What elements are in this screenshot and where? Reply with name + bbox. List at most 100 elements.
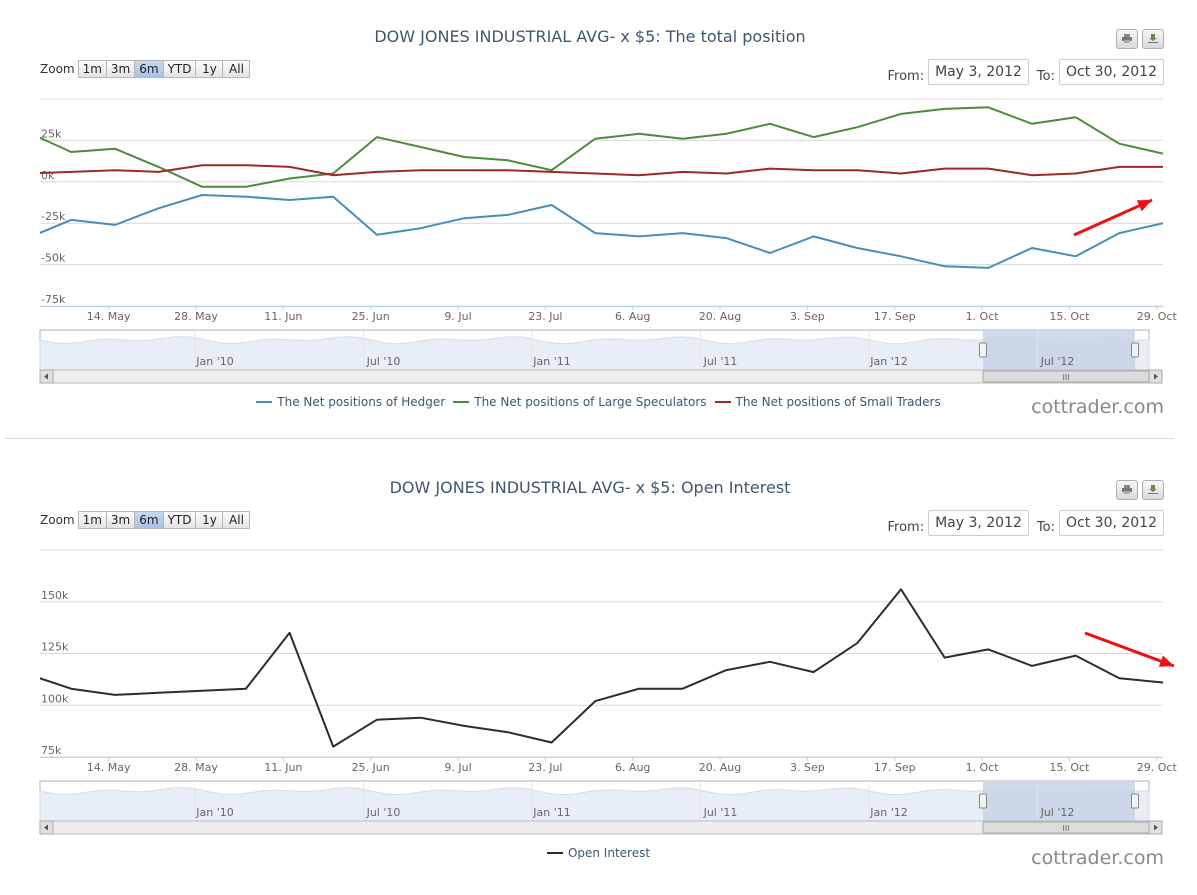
x-tick-label: 9. Jul <box>444 310 471 323</box>
to-date-input[interactable]: Oct 30, 2012 <box>1059 59 1164 85</box>
scrollbar-grip: III <box>1062 824 1069 833</box>
legend-swatch <box>714 401 731 403</box>
legend: The Net positions of Hedger The Net posi… <box>0 395 1197 409</box>
trend-arrow-head <box>1136 200 1152 212</box>
download-icon <box>1148 34 1158 43</box>
navigator-label: Jan '10 <box>195 806 233 819</box>
navigator-label: Jul '11 <box>703 355 738 368</box>
x-tick-label: 17. Sep <box>874 310 916 323</box>
arrow-left-icon <box>44 373 48 380</box>
y-tick-label: -25k <box>41 210 66 223</box>
zoom-button-1y[interactable]: 1y <box>195 60 224 78</box>
watermark: cottrader.com <box>1031 847 1164 869</box>
x-tick-label: 15. Oct <box>1049 310 1090 323</box>
legend-item-open-interest[interactable]: Open Interest <box>546 846 651 860</box>
navigator-label: Jul '12 <box>1040 806 1075 819</box>
zoom-button-6m[interactable]: 6m <box>134 60 164 78</box>
navigator-label: Jan '12 <box>869 806 907 819</box>
zoom-button-3m[interactable]: 3m <box>105 60 136 78</box>
to-date-input[interactable]: Oct 30, 2012 <box>1059 510 1164 536</box>
zoom-button-ytd[interactable]: YTD <box>162 511 197 529</box>
export-buttons <box>1112 29 1164 49</box>
y-tick-label: 25k <box>41 127 62 140</box>
trend-arrow-line <box>1084 631 1175 668</box>
x-tick-label: 28. May <box>174 310 218 323</box>
zoom-button-all[interactable]: All <box>222 511 251 529</box>
y-tick-label: 75k <box>41 744 62 757</box>
x-tick-label: 11. Jun <box>264 310 302 323</box>
navigator-selection <box>983 330 1135 370</box>
x-tick-label: 6. Aug <box>615 310 650 323</box>
zoom-button-1y[interactable]: 1y <box>195 511 224 529</box>
zoom-selector: Zoom 1m 3m 6m YTD 1y All <box>40 510 251 530</box>
arrow-right-icon <box>1154 824 1158 831</box>
x-tick-label: 3. Sep <box>790 310 825 323</box>
legend-item-small-traders[interactable]: The Net positions of Small Traders <box>714 395 941 409</box>
x-tick-label: 1. Oct <box>966 310 1000 323</box>
navigator-label: Jul '10 <box>366 806 401 819</box>
navigator-label: Jul '11 <box>703 806 738 819</box>
legend: Open Interest <box>0 846 1197 860</box>
zoom-button-ytd[interactable]: YTD <box>162 60 197 78</box>
legend-item-large-speculators[interactable]: The Net positions of Large Speculators <box>453 395 707 409</box>
legend-swatch <box>546 852 563 854</box>
date-range: From: May 3, 2012 To: Oct 30, 2012 <box>879 510 1164 536</box>
to-label: To: <box>1036 519 1055 535</box>
panel-divider <box>4 438 1174 439</box>
zoom-label: Zoom <box>40 513 75 527</box>
x-tick-label: 6. Aug <box>615 761 650 774</box>
x-tick-label: 29. Oct <box>1137 761 1178 774</box>
x-tick-label: 15. Oct <box>1049 761 1090 774</box>
to-label: To: <box>1036 68 1055 84</box>
chart-title: DOW JONES INDUSTRIAL AVG- x $5: Open Int… <box>389 478 791 497</box>
download-button[interactable] <box>1142 480 1164 500</box>
printer-icon <box>1122 485 1132 494</box>
series-line <box>40 194 1163 269</box>
arrow-right-icon <box>1154 373 1158 380</box>
legend-swatch <box>256 401 273 403</box>
scrollbar-grip: III <box>1062 373 1069 382</box>
legend-item-hedger[interactable]: The Net positions of Hedger <box>256 395 445 409</box>
zoom-button-1m[interactable]: 1m <box>77 60 107 78</box>
x-tick-label: 25. Jun <box>352 761 390 774</box>
x-tick-label: 1. Oct <box>966 761 1000 774</box>
print-button[interactable] <box>1116 480 1138 500</box>
legend-label: Open Interest <box>567 846 651 860</box>
navigator-selection <box>983 781 1135 821</box>
from-date-input[interactable]: May 3, 2012 <box>928 59 1029 85</box>
chart-title: DOW JONES INDUSTRIAL AVG- x $5: The tota… <box>374 27 806 46</box>
x-tick-label: 14. May <box>87 310 131 323</box>
export-buttons <box>1112 480 1164 500</box>
trend-arrow-head <box>1158 655 1174 667</box>
navigator-label: Jan '11 <box>532 355 570 368</box>
zoom-selector: Zoom 1m 3m 6m YTD 1y All <box>40 59 251 79</box>
zoom-button-all[interactable]: All <box>222 60 251 78</box>
total-position-chart: -75k -50k -25k 0k 25k 14. May 28. May 11. Jun 25… <box>39 98 1177 384</box>
x-tick-label: 3. Sep <box>790 761 825 774</box>
from-label: From: <box>887 68 925 84</box>
legend-swatch <box>453 401 470 403</box>
y-tick-label: 150k <box>41 589 69 602</box>
navigator-handle <box>1131 793 1139 809</box>
legend-label: The Net positions of Small Traders <box>735 395 941 409</box>
series-line <box>40 106 1163 188</box>
navigator-label: Jul '12 <box>1040 355 1075 368</box>
x-tick-label: 20. Aug <box>699 761 741 774</box>
x-tick-label: 14. May <box>87 761 131 774</box>
download-button[interactable] <box>1142 29 1164 49</box>
navigator-handle <box>979 793 987 809</box>
y-tick-label: 100k <box>41 692 69 705</box>
x-tick-label: 11. Jun <box>264 761 302 774</box>
x-tick-label: 23. Jul <box>528 761 562 774</box>
print-button[interactable] <box>1116 29 1138 49</box>
open-interest-chart: 75k 100k 125k 150k 14. May 28. May 11. Jun 25. … <box>39 549 1178 835</box>
navigator-label: Jan '10 <box>195 355 233 368</box>
zoom-button-3m[interactable]: 3m <box>105 511 136 529</box>
from-date-input[interactable]: May 3, 2012 <box>928 510 1029 536</box>
download-icon <box>1148 485 1158 494</box>
y-tick-label: 0k <box>41 169 55 182</box>
from-label: From: <box>887 519 925 535</box>
zoom-button-6m[interactable]: 6m <box>134 511 164 529</box>
series-line <box>40 164 1163 177</box>
navigator-handle <box>1131 342 1139 358</box>
